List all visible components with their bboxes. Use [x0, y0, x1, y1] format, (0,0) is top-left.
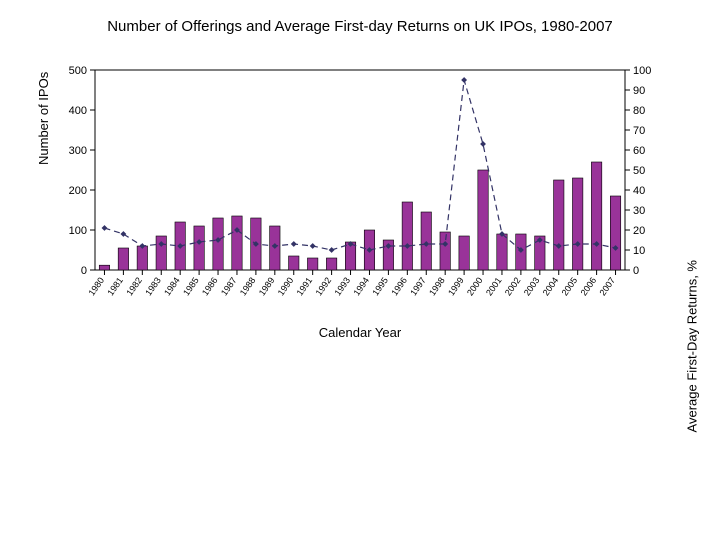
- x-tick-label: 1997: [408, 275, 428, 297]
- bar: [497, 234, 507, 270]
- bar: [326, 258, 336, 270]
- y-left-tick-label: 300: [69, 145, 87, 157]
- x-tick-label: 2006: [579, 275, 599, 297]
- x-tick-label: 1995: [370, 275, 390, 297]
- bar: [402, 202, 412, 270]
- y-right-tick-label: 30: [633, 205, 645, 217]
- line-marker: [310, 244, 315, 249]
- bar: [572, 178, 582, 270]
- x-tick-label: 1991: [295, 275, 315, 297]
- x-tick-label: 1985: [181, 275, 201, 297]
- x-tick-label: 1998: [427, 275, 447, 297]
- x-tick-label: 1999: [446, 275, 466, 297]
- x-tick-label: 1981: [105, 275, 125, 297]
- x-tick-label: 2003: [522, 275, 542, 297]
- y-left-tick-label: 400: [69, 105, 87, 117]
- line-marker: [102, 226, 107, 231]
- y-right-tick-label: 60: [633, 145, 645, 157]
- x-tick-label: 1989: [257, 275, 277, 297]
- chart-title: Number of Offerings and Average First-da…: [0, 18, 720, 35]
- x-tick-label: 1994: [351, 275, 371, 297]
- y-left-tick-label: 500: [69, 65, 87, 77]
- x-tick-label: 1986: [200, 275, 220, 297]
- chart-container: Number of Offerings and Average First-da…: [0, 0, 720, 540]
- plot-border: [95, 70, 625, 270]
- x-tick-label: 2007: [597, 275, 617, 297]
- x-tick-label: 2004: [541, 275, 561, 297]
- x-tick-label: 1988: [238, 275, 258, 297]
- bar: [478, 170, 488, 270]
- bar: [118, 248, 128, 270]
- chart-svg: 0 100 200 300 400 500 0 10 20 30 40 50 60 70 80 90 100 19…: [0, 0, 720, 340]
- y-right-tick-label: 80: [633, 105, 645, 117]
- y-right-tick-label: 100: [633, 65, 651, 77]
- y-right-tick-label: 50: [633, 165, 645, 177]
- bar: [99, 265, 109, 270]
- y-left-tick-label: 0: [81, 265, 87, 277]
- line-marker: [291, 242, 296, 247]
- x-tick-label: 2000: [465, 275, 485, 297]
- y-left-tick-label: 100: [69, 225, 87, 237]
- line-marker: [329, 248, 334, 253]
- bar: [440, 232, 450, 270]
- x-tick-label: 2001: [484, 275, 504, 297]
- x-tick-label: 1980: [86, 275, 106, 297]
- bar: [554, 180, 564, 270]
- x-tick-label: 2002: [503, 275, 523, 297]
- x-tick-label: 1996: [389, 275, 409, 297]
- bar: [591, 162, 601, 270]
- bar: [610, 196, 620, 270]
- y-right-tick-label: 0: [633, 265, 639, 277]
- x-tick-label: 1993: [332, 275, 352, 297]
- bar: [459, 236, 469, 270]
- y-right-tick-label: 70: [633, 125, 645, 137]
- bar: [213, 218, 223, 270]
- y-left-tick-label: 200: [69, 185, 87, 197]
- y-right-tick-label: 10: [633, 245, 645, 257]
- x-tick-label: 2005: [560, 275, 580, 297]
- y-left-axis-label: Number of IPOs: [36, 72, 51, 165]
- bar: [289, 256, 299, 270]
- bar: [232, 216, 242, 270]
- x-axis-label: Calendar Year: [0, 325, 720, 340]
- x-tick-label: 1987: [219, 275, 239, 297]
- x-tick-label: 1992: [314, 275, 334, 297]
- y-right-tick-label: 20: [633, 225, 645, 237]
- line-marker: [481, 142, 486, 147]
- y-right-tick-label: 90: [633, 85, 645, 97]
- x-tick-label: 1984: [162, 275, 182, 297]
- x-tick-label: 1982: [124, 275, 144, 297]
- bar: [194, 226, 204, 270]
- bar: [307, 258, 317, 270]
- line-marker: [462, 78, 467, 83]
- x-tick-label: 1990: [276, 275, 296, 297]
- y-right-axis-label: Average First-Day Returns, %: [684, 260, 699, 432]
- bar: [421, 212, 431, 270]
- y-right-tick-label: 40: [633, 185, 645, 197]
- bar: [137, 246, 147, 270]
- x-tick-label: 1983: [143, 275, 163, 297]
